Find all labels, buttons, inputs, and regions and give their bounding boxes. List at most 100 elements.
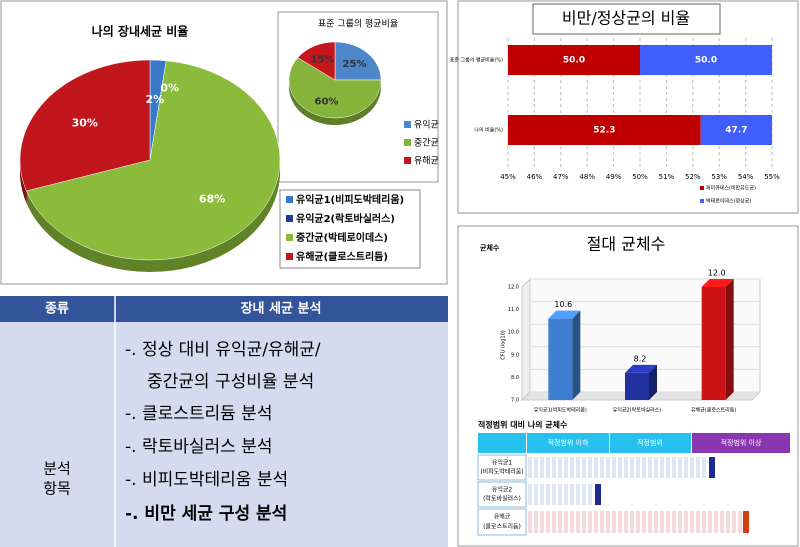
bar-segment bbox=[508, 45, 640, 75]
data-label: 50.0 bbox=[563, 56, 585, 66]
table-header-cell: 장내 세균 분석 bbox=[241, 301, 322, 317]
legend-swatch bbox=[286, 253, 293, 260]
bar bbox=[701, 287, 726, 400]
data-label: 15% bbox=[311, 55, 335, 66]
y-tick-label: 10.0 bbox=[508, 330, 519, 336]
legend-label: 유익균1(비피도박테리움) bbox=[296, 193, 404, 206]
x-tick-label: 54% bbox=[738, 173, 754, 181]
pie-slice bbox=[297, 41, 336, 81]
range-fill bbox=[528, 484, 594, 505]
y-tick-label: 8.0 bbox=[511, 375, 519, 381]
bar-top bbox=[625, 364, 657, 373]
data-label: 8.2 bbox=[634, 354, 647, 363]
table-item: 중간균의 구성비율 분석 bbox=[147, 372, 314, 392]
pie-slice bbox=[26, 60, 281, 261]
x-tick-label: 49% bbox=[606, 173, 622, 181]
panel-hbar bbox=[457, 0, 799, 214]
x-tick-label: 55% bbox=[764, 173, 780, 181]
x-tick-label: 47% bbox=[553, 173, 569, 181]
hbar-title: 비만/정상균의 비율 bbox=[562, 9, 690, 28]
range-row-label-cell bbox=[477, 508, 527, 536]
data-label: 0% bbox=[160, 82, 179, 95]
range-header-label: 적정범위 이하 bbox=[548, 438, 589, 447]
data-label: 60% bbox=[315, 97, 339, 108]
bar-side bbox=[572, 310, 581, 400]
side-wall bbox=[521, 277, 531, 402]
range-title: 적정범위 대비 나의 균체수 bbox=[478, 420, 568, 430]
data-label: 12.0 bbox=[708, 269, 726, 278]
pie-title: 나의 장내세균 비율 bbox=[92, 24, 189, 39]
bar-subtitle: 균체수 bbox=[480, 243, 500, 252]
bar-title: 절대 균체수 bbox=[587, 235, 666, 254]
x-tick-label: 유익균1(비피도박테리움) bbox=[534, 407, 587, 414]
legend-label: 중간균(박테로이데스) bbox=[296, 231, 388, 244]
table-item: -. 락토바실러스 분석 bbox=[125, 437, 272, 457]
table-header-cell: 종류 bbox=[45, 302, 69, 317]
legend-swatch bbox=[700, 199, 704, 203]
bar-side bbox=[725, 279, 734, 400]
table-body bbox=[0, 322, 448, 547]
pie-slice bbox=[19, 59, 151, 192]
table-item: -. 비피도박테리움 분석 bbox=[125, 470, 288, 490]
legend-swatch bbox=[286, 234, 293, 241]
y-tick-label: 9.0 bbox=[511, 352, 519, 358]
table-item: -. 정상 대비 유익균/유해균/ bbox=[125, 340, 321, 360]
pie-slice bbox=[334, 41, 382, 81]
legend-label: 유해균 bbox=[414, 156, 439, 167]
bar bbox=[625, 372, 649, 400]
legend-swatch bbox=[404, 121, 411, 128]
legend-box bbox=[279, 189, 421, 269]
x-tick-label: 52% bbox=[685, 173, 701, 181]
bar-top bbox=[701, 279, 734, 287]
x-tick-label: 46% bbox=[527, 173, 543, 181]
range-row-label-cell bbox=[477, 481, 527, 508]
legend-label: 유익균2(락토바실러스) bbox=[296, 212, 395, 225]
range-row-label: (클로스트리듐) bbox=[483, 523, 521, 531]
title-box bbox=[532, 3, 721, 35]
x-tick-label: 51% bbox=[659, 173, 675, 181]
bar-top bbox=[548, 310, 581, 319]
bar-segment bbox=[640, 45, 772, 75]
range-fill bbox=[528, 511, 742, 533]
range-row-label: 유익균2 bbox=[492, 486, 513, 494]
data-label: 25% bbox=[343, 59, 367, 70]
range-row-label-cell bbox=[477, 454, 527, 481]
pie-slice bbox=[288, 57, 382, 119]
legend-swatch bbox=[286, 215, 293, 222]
y-tick-label: 12.0 bbox=[508, 285, 519, 291]
x-tick-label: 유해균(클로스트리듐) bbox=[691, 407, 736, 414]
legend-label: 퍼미큐테스(비만유도균) bbox=[706, 185, 756, 192]
x-tick-label: 50% bbox=[632, 173, 648, 181]
range-row-label: (락토바실러스) bbox=[483, 495, 521, 503]
legend-swatch bbox=[404, 139, 411, 146]
legend-swatch bbox=[286, 196, 293, 203]
legend-label: 유익균 bbox=[414, 119, 439, 131]
range-marker bbox=[709, 457, 715, 478]
y-tick-label: 표준 그룹의 평균비율(%) bbox=[450, 57, 503, 64]
range-marker bbox=[743, 511, 749, 533]
x-tick-label: 48% bbox=[579, 173, 595, 181]
y-tick-label: 11.0 bbox=[508, 307, 519, 313]
y-tick-label: 7.0 bbox=[511, 398, 519, 404]
range-row-label: 유익균1 bbox=[492, 459, 513, 467]
row-label: 분석 bbox=[43, 460, 71, 478]
range-header-label: 적정범위 bbox=[637, 438, 663, 447]
x-tick-label: 유익균2(락토바실러스) bbox=[613, 407, 662, 414]
bar-segment bbox=[700, 115, 772, 145]
table-header bbox=[0, 296, 448, 322]
data-label: 52.3 bbox=[593, 126, 615, 136]
legend-swatch bbox=[404, 157, 411, 164]
range-row-label: (비피도박테리움) bbox=[480, 468, 523, 476]
bar bbox=[548, 318, 573, 400]
x-tick-label: 53% bbox=[711, 173, 727, 181]
data-label: 30% bbox=[72, 117, 98, 130]
legend-label: 중간균 bbox=[414, 138, 439, 149]
range-corner bbox=[478, 433, 526, 453]
range-header bbox=[610, 433, 691, 453]
data-label: 68% bbox=[199, 193, 225, 206]
row-label: 항목 bbox=[43, 480, 71, 498]
range-header bbox=[692, 433, 790, 453]
bar-side bbox=[649, 364, 657, 400]
inset-title: 표준 그룹의 평균비율 bbox=[318, 19, 398, 30]
